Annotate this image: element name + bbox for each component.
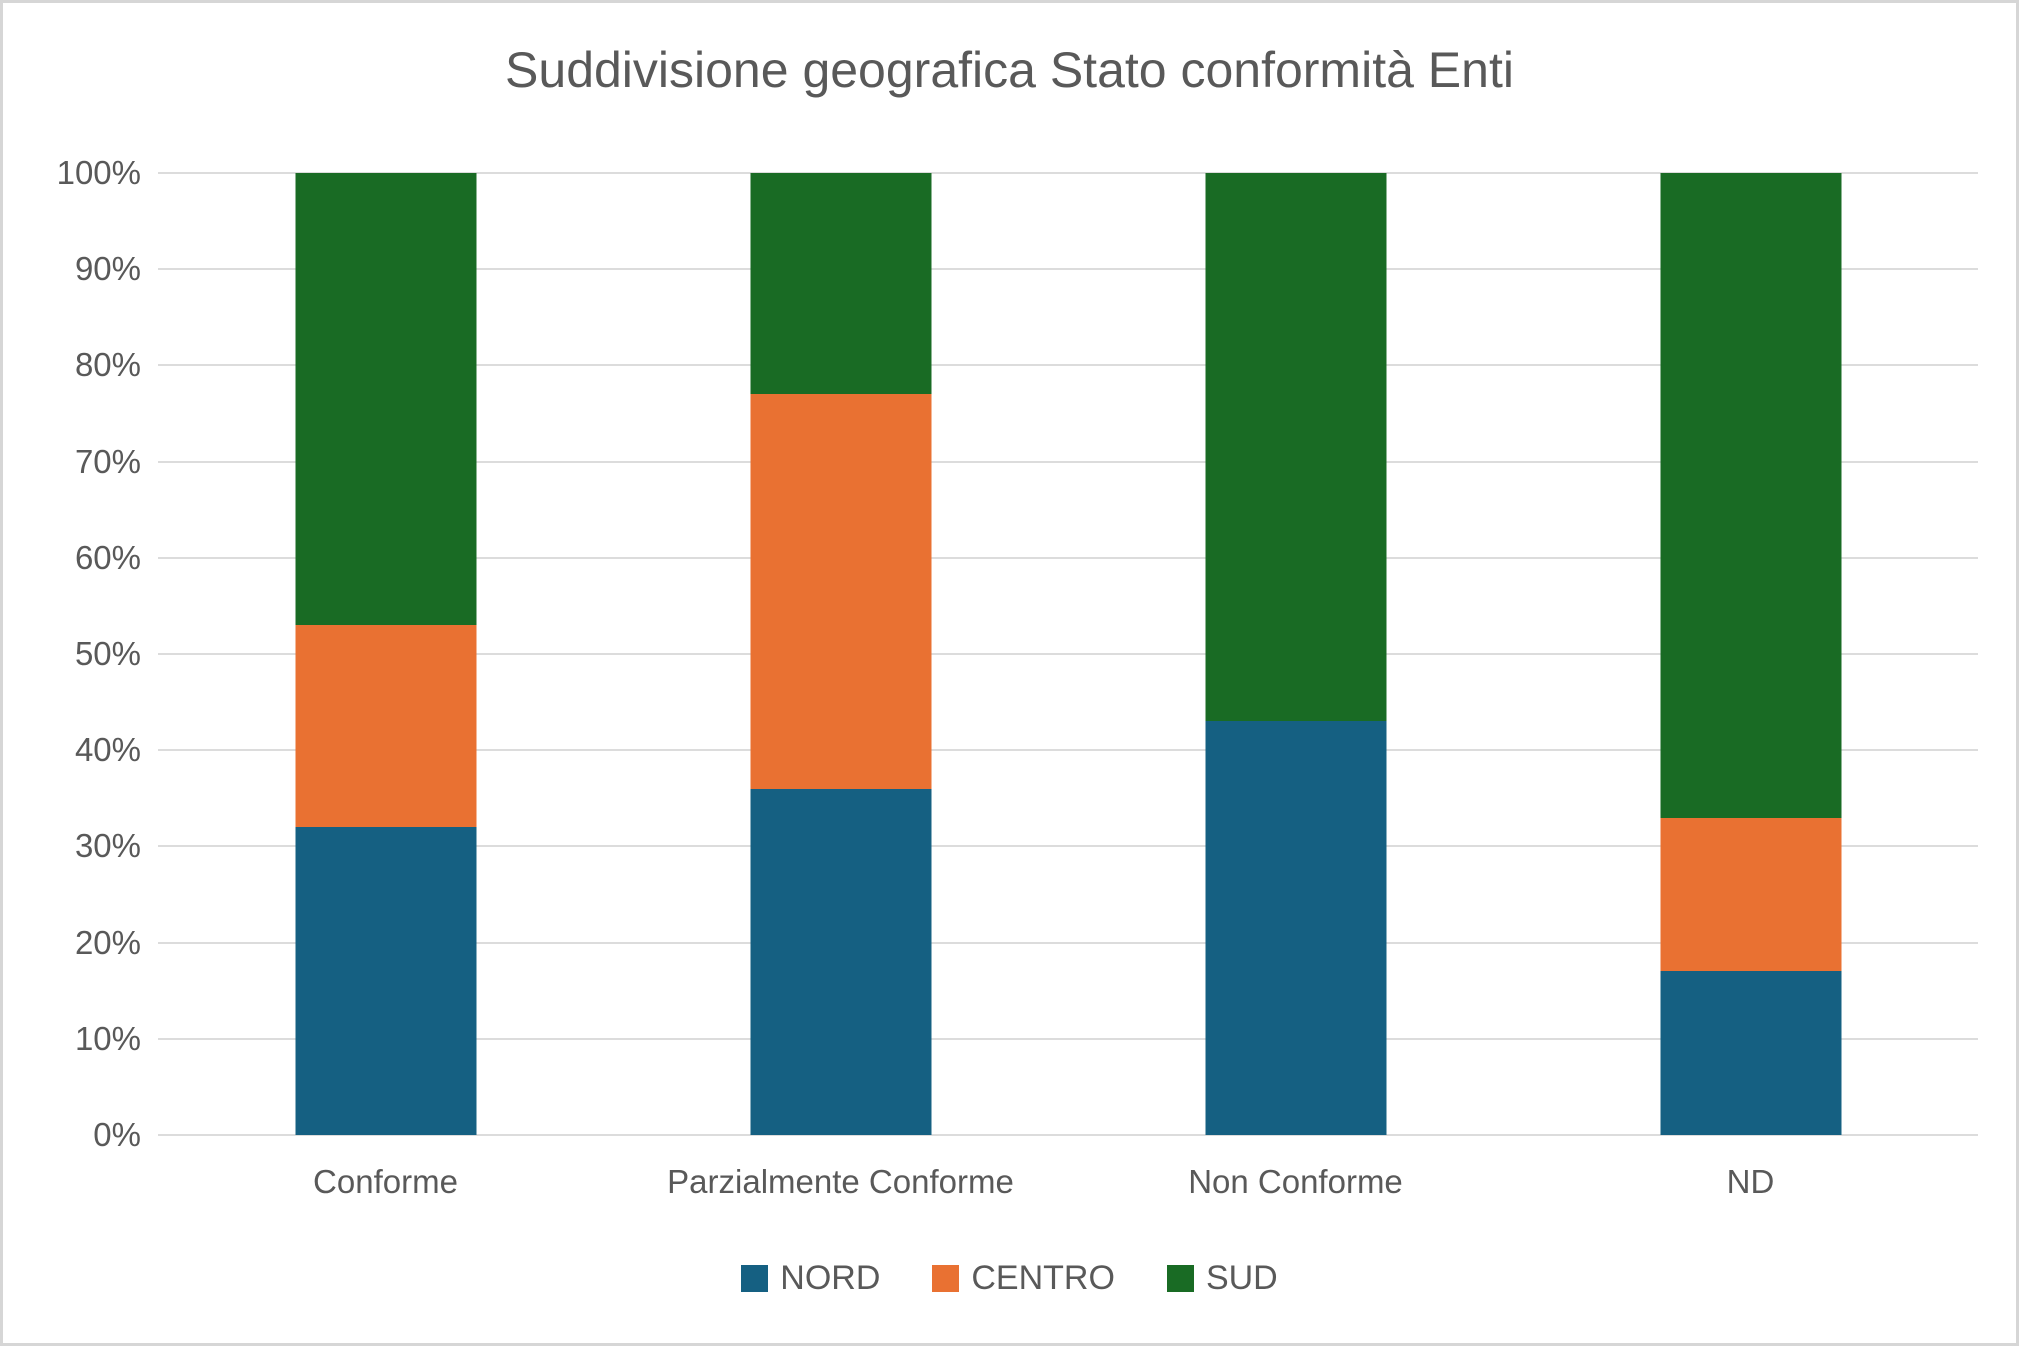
y-axis-tick-label: 30% [74, 827, 141, 865]
gridline [158, 1037, 1978, 1040]
y-axis-tick-label: 60% [74, 538, 141, 576]
y-axis-tick-label: 40% [74, 731, 141, 769]
gridline [158, 941, 1978, 944]
legend-label: NORD [780, 1259, 881, 1297]
gridline [158, 364, 1978, 367]
bar-segment-sud [750, 173, 931, 395]
y-axis-tick-label: 50% [74, 635, 141, 672]
gridline [158, 460, 1978, 463]
chart-title: Suddivisione geografica Stato conformità… [505, 42, 1514, 98]
y-axis-tick-label: 10% [74, 1019, 141, 1057]
legend-swatch-icon [1166, 1265, 1194, 1292]
x-axis-category-label: Conforme [313, 1163, 458, 1200]
gridline [158, 1134, 1978, 1136]
gridline [158, 845, 1978, 848]
bar-segment-sud [1660, 173, 1841, 818]
legend-item-nord: NORD [741, 1259, 880, 1298]
gridline [158, 653, 1978, 655]
stacked-bar [295, 173, 476, 1135]
x-axis-category-label: Non Conforme [1188, 1163, 1403, 1200]
bar-segment-nord [295, 827, 476, 1135]
bar-segment-nord [1660, 971, 1841, 1135]
legend-item-sud: SUD [1166, 1259, 1278, 1298]
legend-swatch-icon [741, 1265, 769, 1292]
legend-item-centro: CENTRO [932, 1259, 1115, 1298]
bar-segment-sud [295, 173, 476, 626]
stacked-bar [1660, 173, 1841, 1135]
gridline [158, 172, 1978, 174]
bar-segment-centro [1660, 817, 1841, 972]
bar-segment-nord [1205, 721, 1386, 1135]
bar-slot-nd [1523, 173, 1978, 1135]
legend-label: SUD [1205, 1259, 1278, 1297]
stacked-bar [750, 173, 931, 1135]
bar-slot-non-conforme [1068, 173, 1523, 1135]
bar-slot-parzialmente-conforme [613, 173, 1068, 1135]
gridline [158, 749, 1978, 752]
stacked-bar [1205, 173, 1386, 1135]
legend-label: CENTRO [971, 1259, 1115, 1297]
x-axis-category-label: ND [1726, 1163, 1775, 1200]
legend: NORD CENTRO SUD [3, 1259, 2016, 1298]
y-axis: 0% 10% 20% 30% 40% 50% 60% 70% 80% 90% 100% [3, 154, 141, 1153]
bar-segment-nord [750, 788, 931, 1135]
bar-slot-conforme [158, 173, 613, 1135]
legend-swatch-icon [932, 1265, 960, 1292]
x-axis: Conforme Parzialmente Conforme Non Conform… [158, 1163, 1978, 1201]
plot-area [158, 172, 1978, 1136]
bar-segment-sud [1205, 173, 1386, 722]
gridline [158, 556, 1978, 559]
y-axis-tick-label: 100% [56, 154, 141, 191]
y-axis-tick-label: 20% [74, 923, 141, 961]
y-axis-tick-label: 0% [93, 1116, 141, 1153]
gridline [158, 268, 1978, 271]
bar-segment-centro [750, 394, 931, 789]
x-axis-category-label: Parzialmente Conforme [667, 1163, 1014, 1200]
bar-segment-centro [295, 625, 476, 828]
y-axis-tick-label: 90% [74, 250, 141, 288]
y-axis-tick-label: 80% [74, 346, 141, 384]
y-axis-tick-label: 70% [74, 442, 141, 480]
